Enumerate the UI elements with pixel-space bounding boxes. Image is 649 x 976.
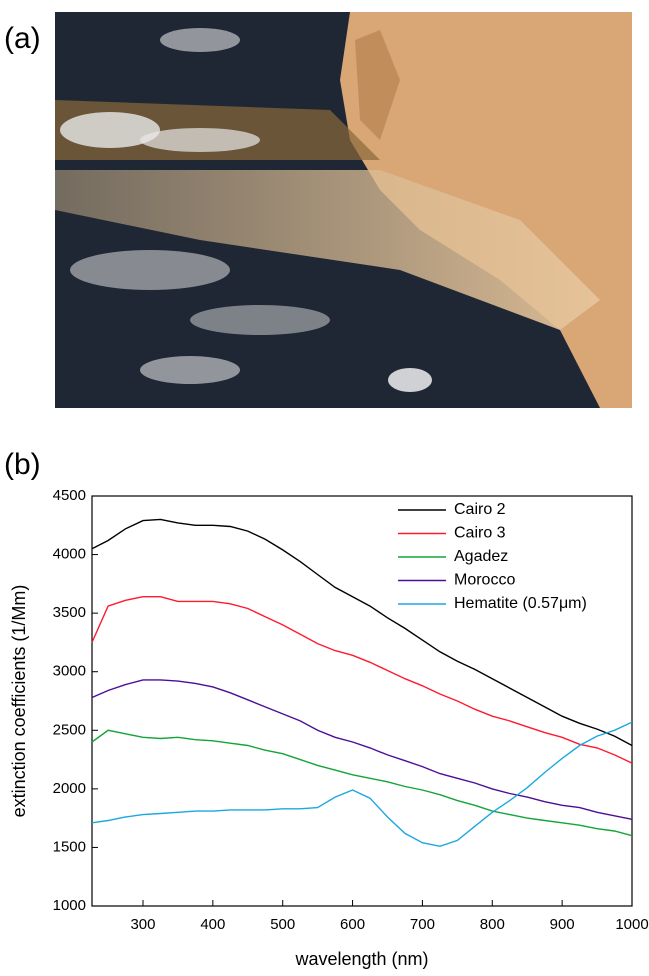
x-tick-label: 800: [480, 916, 505, 933]
x-tick-label: 1000: [615, 916, 648, 933]
x-axis-title: wavelength (nm): [294, 949, 428, 969]
y-tick-label: 1500: [53, 838, 86, 855]
legend-label: Agadez: [454, 548, 508, 565]
y-tick-label: 4500: [53, 487, 86, 504]
legend-label: Cairo 2: [454, 501, 506, 518]
x-tick-label: 900: [550, 916, 575, 933]
x-tick-label: 500: [270, 916, 295, 933]
x-tick-label: 300: [130, 916, 155, 933]
x-tick-label: 700: [410, 916, 435, 933]
x-tick-label: 600: [340, 916, 365, 933]
plot-frame: [91, 495, 633, 907]
legend-label: Cairo 3: [454, 525, 506, 542]
data-line: [91, 596, 633, 764]
x-tick-label: 400: [200, 916, 225, 933]
y-axis-title: extinction coefficients (1/Mm): [9, 585, 29, 818]
legend-label: Morocco: [454, 572, 515, 589]
y-tick-label: 3500: [53, 604, 86, 621]
y-tick-label: 1000: [53, 897, 86, 914]
panel-label: (b): [4, 448, 41, 481]
panel-label: (a): [4, 22, 41, 55]
y-tick-label: 3000: [53, 663, 86, 680]
satellite-image: [55, 12, 632, 408]
legend-label: Hematite (0.57μm): [454, 595, 587, 612]
data-line: [91, 721, 633, 848]
y-tick-label: 2000: [53, 780, 86, 797]
data-line: [91, 518, 633, 747]
y-tick-label: 4000: [53, 546, 86, 563]
data-line: [91, 729, 633, 837]
y-tick-label: 2500: [53, 721, 86, 738]
data-line: [91, 679, 633, 820]
